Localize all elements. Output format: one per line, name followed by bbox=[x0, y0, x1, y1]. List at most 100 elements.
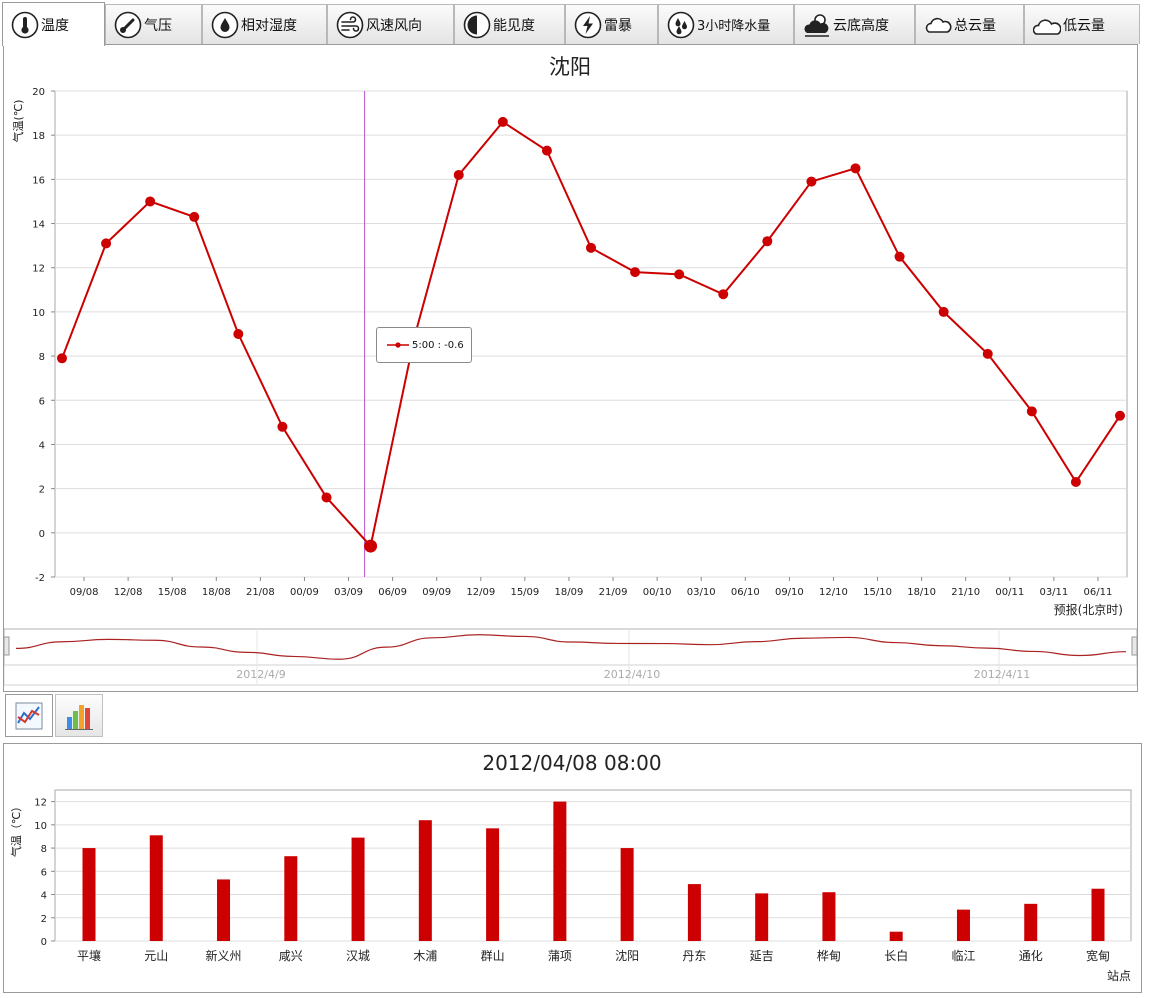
tab-barometer[interactable]: 气压 bbox=[105, 4, 202, 44]
x-tick-label: 06/11 bbox=[1084, 587, 1113, 598]
x-tick-label: 18/09 bbox=[555, 587, 584, 598]
bar-category-label: 延吉 bbox=[750, 949, 774, 963]
bar[interactable] bbox=[553, 801, 567, 941]
data-point[interactable] bbox=[277, 421, 288, 432]
x-tick-label: 06/10 bbox=[731, 587, 760, 598]
data-point[interactable] bbox=[718, 289, 729, 300]
bar[interactable] bbox=[486, 828, 500, 941]
data-point[interactable] bbox=[101, 238, 112, 249]
range-selector[interactable]: 2012/4/9 2012/4/10 2012/4/11 bbox=[4, 628, 1137, 686]
bar-y-tick-label: 12 bbox=[34, 798, 47, 809]
tab-visibility[interactable]: 能见度 bbox=[454, 4, 565, 44]
bar[interactable] bbox=[418, 820, 432, 941]
range-selector-right-handle[interactable] bbox=[1131, 636, 1137, 656]
wind-icon bbox=[336, 11, 364, 38]
range-selector-date-label: 2012/4/10 bbox=[604, 668, 660, 681]
tab-low-cloud[interactable]: 低云量 bbox=[1024, 4, 1140, 44]
data-point[interactable] bbox=[850, 163, 861, 174]
data-point[interactable] bbox=[806, 176, 817, 187]
data-point[interactable] bbox=[57, 353, 67, 364]
bar-chart-panel: 2012/04/08 08:00 气温（℃） 站点 0 2 4 6 8 10 12 平壤 元山 新… bbox=[3, 743, 1142, 993]
bar-category-label: 平壤 bbox=[77, 948, 101, 963]
bar-category-label: 宽甸 bbox=[1086, 948, 1110, 963]
tab-label: 低云量 bbox=[1063, 17, 1105, 34]
low-cloud-icon bbox=[1033, 18, 1061, 35]
data-point[interactable] bbox=[586, 242, 596, 253]
bar[interactable] bbox=[82, 848, 96, 941]
cloud-icon bbox=[925, 17, 952, 33]
tab-label: 总云量 bbox=[954, 17, 996, 34]
tab-label: 温度 bbox=[41, 17, 69, 34]
line-chart[interactable]: 沈阳 气温(℃) 预报(北京时) -2 0 2 4 6 8 10 12 14 16 18 20 09/0… bbox=[4, 45, 1137, 691]
bar-category-label: 蒲项 bbox=[548, 949, 572, 963]
bar[interactable] bbox=[217, 879, 231, 941]
bar[interactable] bbox=[351, 837, 365, 941]
cloud-sun-icon bbox=[804, 13, 829, 37]
bar[interactable] bbox=[889, 931, 903, 941]
bar-chart-view-button[interactable] bbox=[55, 694, 103, 737]
value-tooltip: 5:00 : -0.6 bbox=[376, 327, 472, 363]
data-point[interactable] bbox=[674, 269, 685, 280]
range-selector-left-handle[interactable] bbox=[4, 636, 10, 656]
x-tick-label: 00/10 bbox=[643, 587, 672, 598]
data-point[interactable] bbox=[233, 329, 244, 339]
data-point[interactable] bbox=[938, 306, 949, 317]
barometer-icon bbox=[114, 11, 142, 38]
bar-category-label: 新义州 bbox=[206, 948, 242, 963]
data-point[interactable] bbox=[321, 492, 332, 503]
bar-chart[interactable]: 2012/04/08 08:00 气温（℃） 站点 0 2 4 6 8 10 12 平壤 元山 新… bbox=[4, 744, 1141, 992]
bar-y-tick-label: 10 bbox=[34, 821, 47, 832]
data-point[interactable] bbox=[453, 169, 464, 180]
data-point[interactable] bbox=[1115, 410, 1125, 421]
bar-y-tick-label: 6 bbox=[41, 867, 47, 878]
data-point[interactable] bbox=[541, 145, 552, 156]
data-point[interactable] bbox=[762, 236, 773, 247]
tab-thermometer[interactable]: 温度 bbox=[2, 2, 105, 46]
tab-cloud-sun[interactable]: 云底高度 bbox=[794, 4, 915, 44]
data-point[interactable] bbox=[982, 348, 993, 359]
highlighted-data-point[interactable] bbox=[364, 539, 378, 553]
bar[interactable] bbox=[755, 893, 769, 941]
y-axis-label: 气温(℃) bbox=[11, 100, 25, 143]
bar[interactable] bbox=[284, 856, 298, 941]
y-tick-label: 20 bbox=[32, 87, 45, 98]
data-point[interactable] bbox=[1070, 477, 1081, 488]
x-tick-label: 03/10 bbox=[687, 587, 716, 598]
range-selector-date-band bbox=[4, 664, 1137, 686]
bar-y-tick-label: 8 bbox=[41, 844, 47, 855]
x-tick-label: 06/09 bbox=[378, 587, 407, 598]
bar[interactable] bbox=[687, 884, 701, 941]
x-tick-label: 15/08 bbox=[158, 587, 187, 598]
bar[interactable] bbox=[822, 892, 836, 941]
tab-cloud[interactable]: 总云量 bbox=[915, 4, 1024, 44]
line-chart-panel: 沈阳 气温(℃) 预报(北京时) -2 0 2 4 6 8 10 12 14 16 18 20 09/0… bbox=[3, 44, 1138, 692]
bar[interactable] bbox=[1024, 903, 1038, 941]
bar-category-label: 临江 bbox=[951, 949, 975, 963]
tab-rain-drops[interactable]: 3小时降水量 bbox=[658, 4, 794, 44]
lightning-icon bbox=[574, 11, 602, 38]
tab-wind[interactable]: 风速风向 bbox=[327, 4, 454, 44]
data-point[interactable] bbox=[1026, 406, 1037, 417]
bar[interactable] bbox=[620, 848, 634, 941]
data-point[interactable] bbox=[145, 196, 156, 207]
y-tick-label: 16 bbox=[32, 175, 45, 186]
tab-humidity-drop[interactable]: 相对湿度 bbox=[202, 4, 327, 44]
data-point[interactable] bbox=[189, 211, 200, 222]
data-point[interactable] bbox=[630, 267, 641, 278]
bar-category-label: 咸兴 bbox=[279, 949, 303, 963]
bar[interactable] bbox=[956, 909, 970, 941]
bar-chart-icon bbox=[65, 705, 93, 730]
x-tick-label: 21/09 bbox=[599, 587, 628, 598]
data-point[interactable] bbox=[497, 116, 508, 127]
line-chart-view-button[interactable] bbox=[5, 694, 53, 737]
tab-label: 云底高度 bbox=[833, 17, 889, 34]
bar-y-axis-label: 气温（℃） bbox=[9, 801, 23, 857]
bar[interactable] bbox=[1091, 888, 1105, 941]
data-point[interactable] bbox=[894, 251, 905, 262]
x-tick-label: 12/09 bbox=[466, 587, 495, 598]
bar[interactable] bbox=[149, 835, 163, 941]
x-tick-label: 15/09 bbox=[510, 587, 539, 598]
tab-lightning[interactable]: 雷暴 bbox=[565, 4, 658, 44]
x-tick-label: 03/09 bbox=[334, 587, 363, 598]
x-tick-label: 12/10 bbox=[819, 587, 848, 598]
